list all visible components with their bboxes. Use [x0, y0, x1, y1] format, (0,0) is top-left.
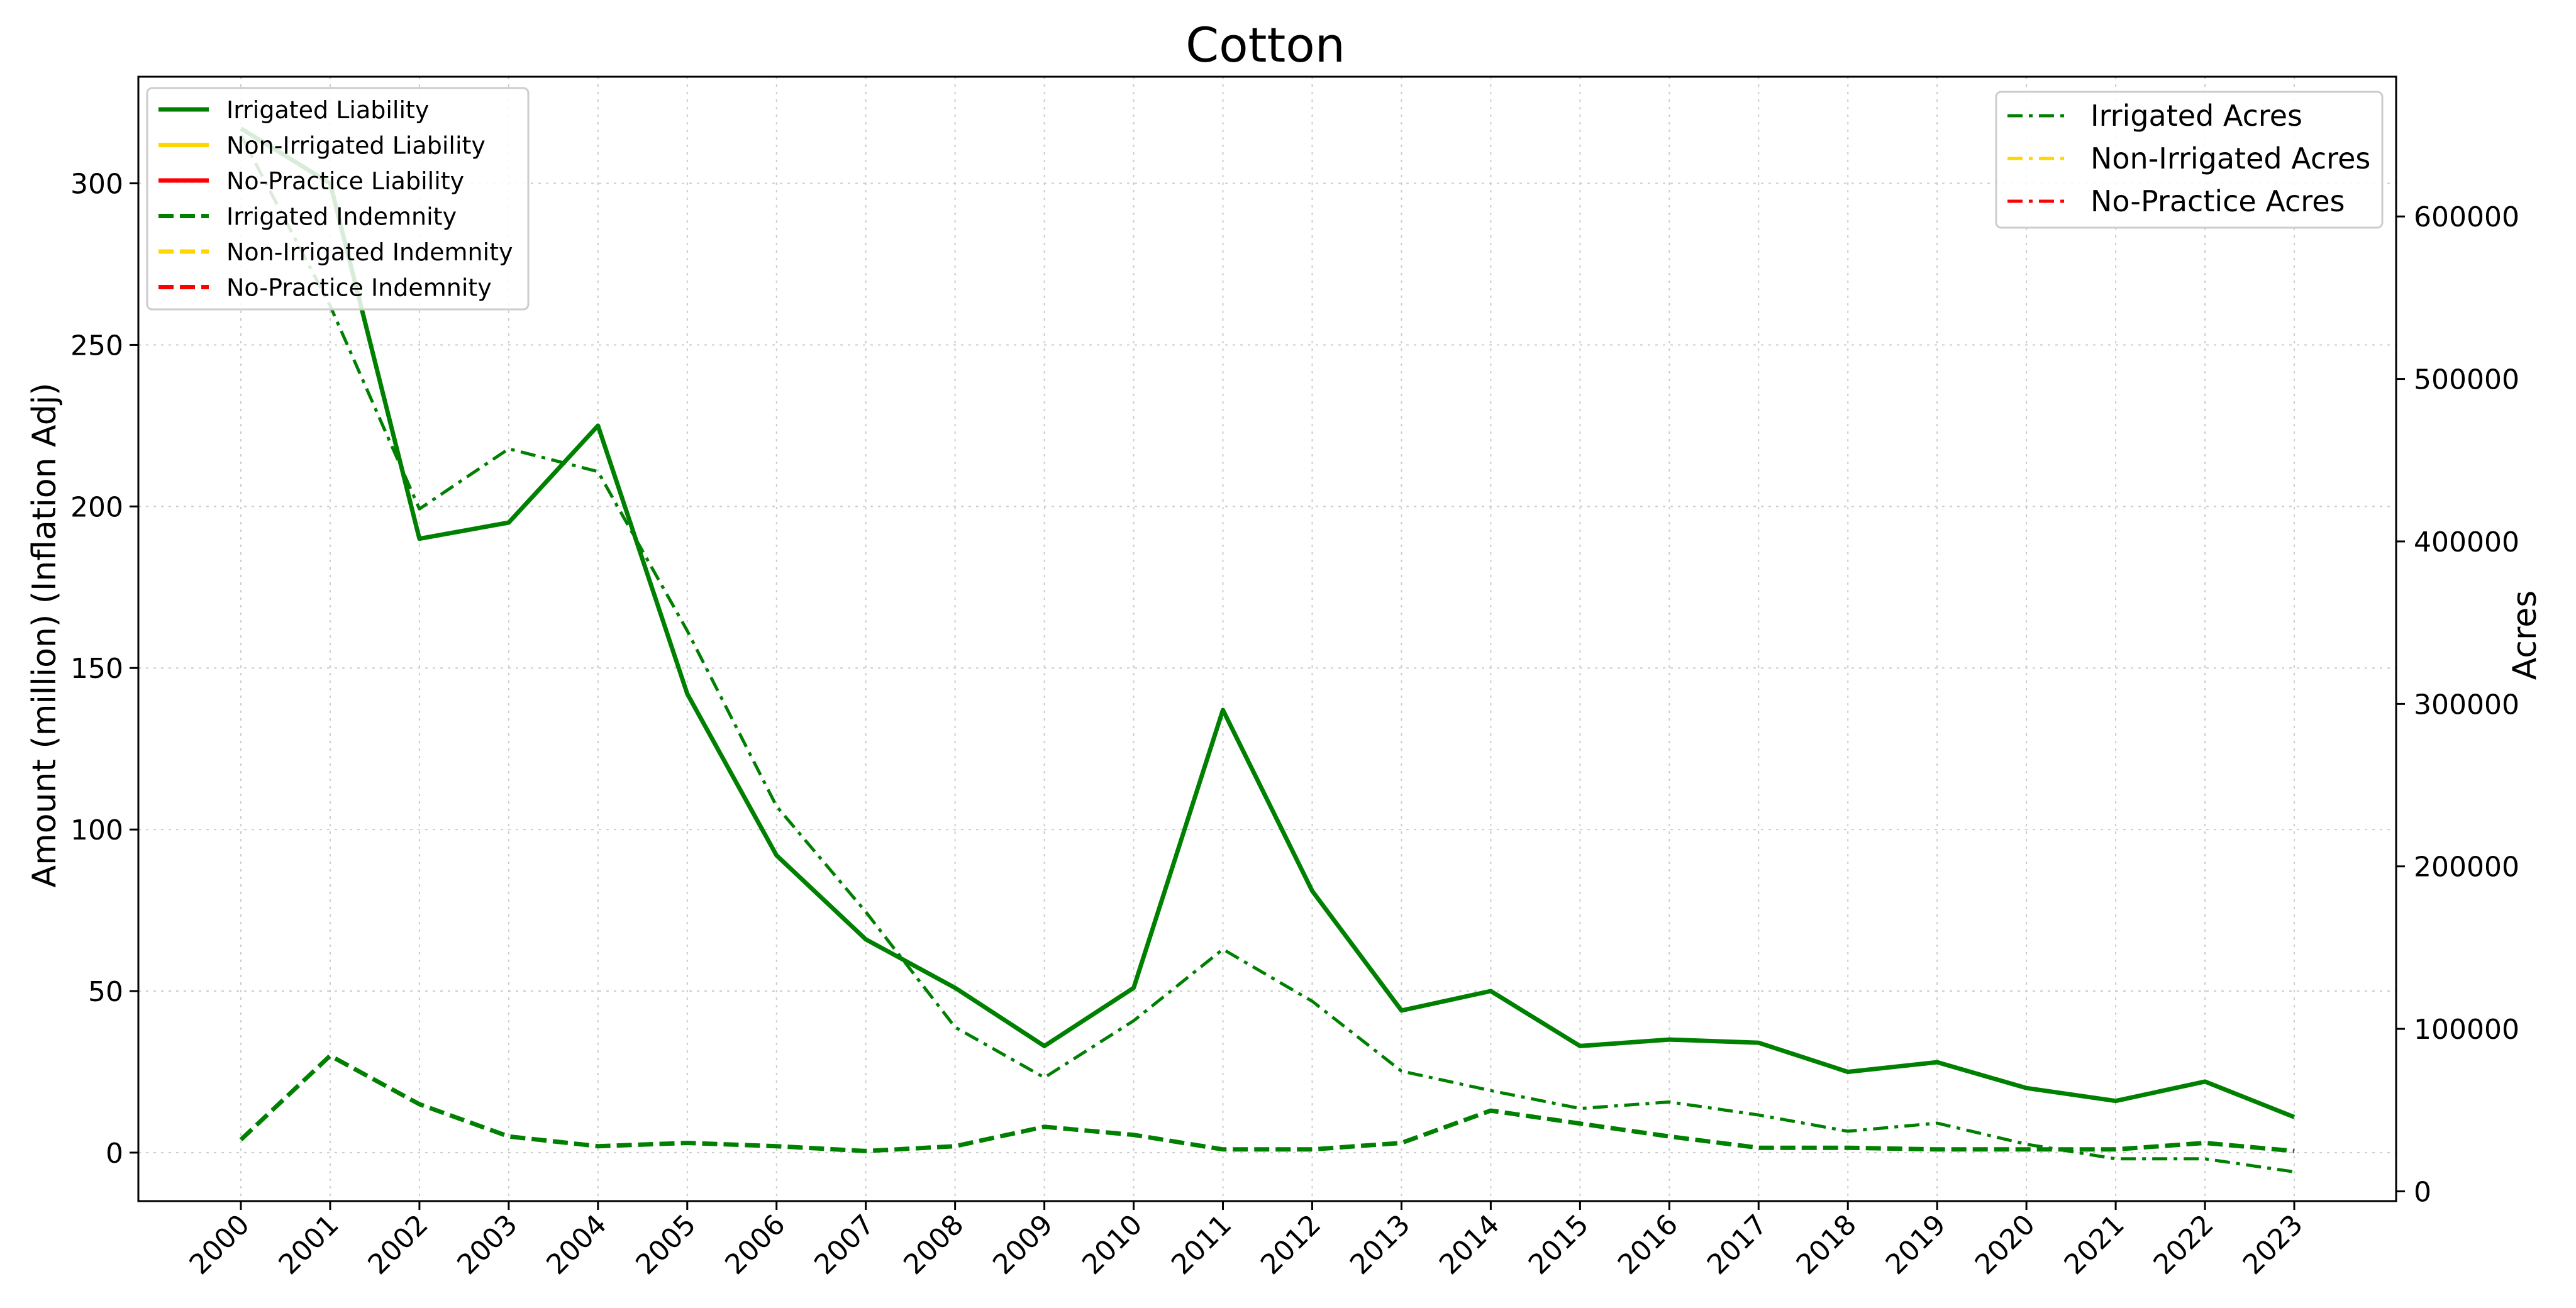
plot-area-frame: [137, 75, 2397, 1202]
y-right-tick-label: 300000: [2414, 689, 2519, 721]
y-left-tick-label: 50: [88, 976, 123, 1008]
y-axis-left-label: Amount (million) (Inflation Adj): [26, 383, 64, 888]
legend-label: Irrigated Liability: [226, 96, 429, 124]
legend-left: Irrigated Liability Non-Irrigated Liabili…: [146, 87, 530, 311]
legend-label: No-Practice Indemnity: [226, 274, 492, 302]
chart-title: Cotton: [1185, 17, 1345, 73]
y-right-tick-label: 500000: [2414, 364, 2519, 396]
y-left-tick-label: 100: [70, 814, 123, 846]
legend-right: Irrigated Acres Non-Irrigated Acres No-Pra…: [1995, 91, 2384, 229]
legend-label: Non-Irrigated Indemnity: [226, 238, 513, 266]
legend-label: No-Practice Acres: [2090, 184, 2345, 218]
irrigated-liability-line: [240, 126, 2296, 1119]
legend-label: Non-Irrigated Liability: [226, 132, 486, 160]
irrigated-acres-line: [239, 134, 2295, 1173]
y-axis-right-label: Acres: [2506, 590, 2544, 680]
legend-label: Irrigated Indemnity: [226, 203, 457, 231]
legend-label: No-Practice Liability: [226, 167, 464, 195]
y-right-tick-label: 0: [2414, 1176, 2431, 1208]
y-left-tick-label: 0: [106, 1138, 123, 1170]
y-right-tick-label: 200000: [2414, 851, 2519, 884]
irrigated-indemnity-line: [239, 1053, 2295, 1153]
y-left-tick-label: 250: [70, 330, 123, 362]
y-axis-right: 0 100000 200000 300000 400000 500000 600000: [2396, 201, 2519, 1208]
legend-right-box: [1995, 91, 2384, 229]
legend-left-box: [146, 87, 530, 311]
y-axis-left: 0 50 100 150 200 250 300: [70, 169, 138, 1170]
y-right-tick-label: 600000: [2414, 201, 2519, 233]
y-right-tick-label: 400000: [2414, 526, 2519, 558]
y-left-tick-label: 200: [70, 491, 123, 523]
y-left-tick-label: 300: [70, 169, 123, 201]
y-left-tick-label: 150: [70, 653, 123, 685]
plot-lines: [239, 126, 2296, 1173]
legend-label: Non-Irrigated Acres: [2090, 141, 2370, 175]
y-right-tick-label: 100000: [2414, 1014, 2519, 1046]
legend-label: Irrigated Acres: [2090, 99, 2302, 133]
